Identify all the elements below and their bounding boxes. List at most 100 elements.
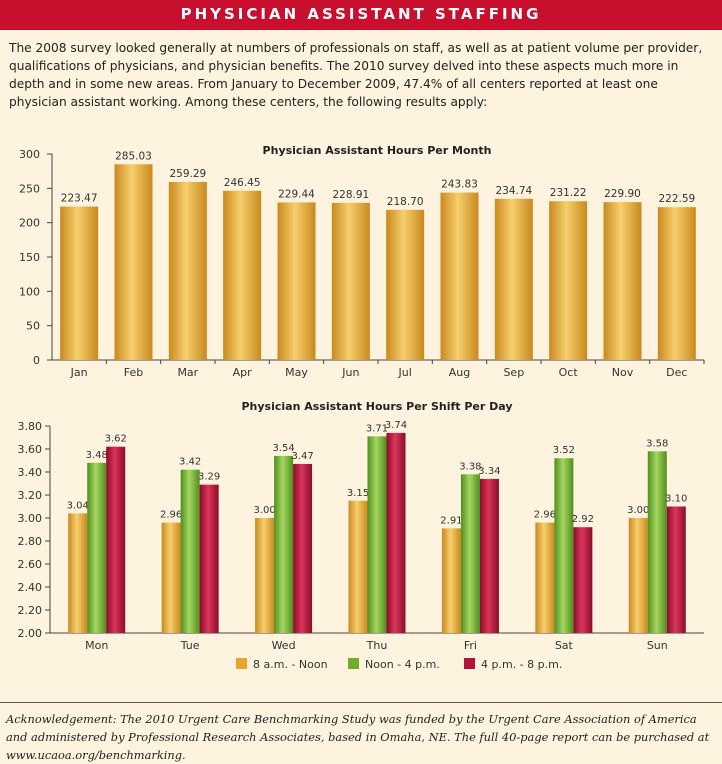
y-tick-label: 3.00 (18, 512, 43, 525)
x-tick-label: Tue (180, 639, 200, 652)
monthly-hours-chart: 0 50 100 150 200 250 300 Physician Assistant Ho… (19, 144, 705, 379)
x-tick-label: Jan (70, 366, 88, 379)
chart-title: Physician Assistant Hours Per Month (263, 144, 492, 157)
bar (180, 469, 200, 633)
bar (168, 181, 207, 360)
bar (106, 446, 126, 633)
x-tick-label: May (285, 366, 308, 379)
data-label: 3.71 (366, 423, 388, 434)
x-tick-label: Wed (272, 639, 296, 652)
data-label: 2.92 (572, 514, 594, 525)
data-label: 3.15 (347, 488, 369, 499)
bar (60, 206, 99, 360)
x-tick-label: Thu (366, 639, 388, 652)
bar (293, 463, 313, 633)
x-tick-label: Mon (85, 639, 108, 652)
banner-title: PHYSICIAN ASSISTANT STAFFING (180, 5, 542, 23)
bar (161, 522, 181, 633)
data-label: 3.10 (665, 494, 687, 505)
bar (628, 518, 648, 633)
bar (441, 528, 461, 633)
footer-divider (0, 702, 722, 703)
data-label: 3.38 (459, 461, 481, 472)
data-label: 229.90 (604, 188, 641, 200)
x-tick-label: Feb (124, 366, 143, 379)
y-tick-label: 3.20 (18, 489, 43, 502)
bar (549, 201, 588, 360)
y-tick-label: 3.40 (18, 466, 43, 479)
x-tick-label: Apr (233, 366, 253, 379)
data-label: 3.52 (553, 445, 575, 456)
y-tick-label: 2.00 (18, 627, 43, 640)
y-tick-label: 2.60 (18, 558, 43, 571)
data-label: 243.83 (441, 179, 478, 191)
data-label: 231.22 (550, 187, 587, 199)
y-tick-label: 300 (19, 148, 40, 161)
data-label: 3.54 (272, 443, 294, 454)
data-label: 3.04 (67, 500, 89, 511)
bar (573, 527, 593, 633)
x-tick-label: Sep (503, 366, 524, 379)
data-label: 228.91 (332, 189, 369, 201)
data-label: 2.96 (534, 510, 556, 521)
legend-swatch (348, 658, 359, 669)
x-tick-label: Oct (559, 366, 579, 379)
data-label: 259.29 (169, 168, 206, 180)
acknowledgement-text: Acknowledgement: The 2010 Urgent Care Be… (6, 712, 710, 762)
bar (386, 209, 425, 360)
x-tick-label: Mar (177, 366, 198, 379)
bar (440, 192, 479, 360)
y-tick-label: 3.80 (18, 420, 43, 433)
bar (87, 462, 107, 633)
bar (277, 202, 316, 360)
bar (603, 202, 642, 360)
bar (114, 164, 153, 360)
data-label: 3.42 (179, 457, 201, 468)
bar (386, 432, 406, 633)
bar (331, 202, 370, 360)
x-tick-label: Jun (341, 366, 359, 379)
legend-swatch (236, 658, 247, 669)
y-tick-label: 200 (19, 217, 40, 230)
bar (199, 484, 219, 633)
shift-hours-chart: 2.00 2.20 2.40 2.60 2.80 3.00 3.20 3.40 3.60 3.80… (18, 400, 704, 671)
data-label: 3.62 (105, 434, 127, 445)
bar (274, 455, 294, 633)
bar (367, 436, 387, 633)
data-label: 3.00 (627, 505, 649, 516)
data-label: 234.74 (495, 185, 532, 197)
bar (479, 478, 499, 633)
bar (535, 522, 555, 633)
legend-label: 4 p.m. - 8 p.m. (481, 658, 562, 671)
bar (223, 190, 262, 360)
y-tick-label: 2.80 (18, 535, 43, 548)
x-tick-label: Jul (398, 366, 412, 379)
y-tick-label: 0 (33, 354, 40, 367)
bar (460, 474, 480, 633)
legend-label: 8 a.m. - Noon (253, 658, 328, 671)
bar (68, 513, 88, 633)
bar (554, 458, 574, 633)
data-label: 223.47 (61, 193, 98, 205)
chart-title: Physician Assistant Hours Per Shift Per … (241, 400, 512, 413)
bar (255, 518, 275, 633)
y-tick-label: 50 (26, 320, 40, 333)
data-label: 3.48 (86, 450, 108, 461)
data-label: 3.34 (478, 466, 500, 477)
y-tick-label: 2.40 (18, 581, 43, 594)
bar (348, 500, 368, 633)
data-label: 222.59 (658, 193, 695, 205)
data-label: 229.44 (278, 188, 315, 200)
y-tick-label: 3.60 (18, 443, 43, 456)
title-banner: PHYSICIAN ASSISTANT STAFFING (0, 0, 722, 30)
bar (494, 198, 533, 360)
data-label: 3.47 (291, 451, 313, 462)
data-label: 2.91 (440, 515, 462, 526)
data-label: 3.00 (253, 505, 275, 516)
data-label: 3.29 (198, 472, 220, 483)
data-label: 2.96 (160, 510, 182, 521)
data-label: 3.74 (385, 420, 407, 431)
bar (666, 506, 686, 633)
x-tick-label: Nov (612, 366, 634, 379)
data-label: 246.45 (224, 177, 261, 189)
